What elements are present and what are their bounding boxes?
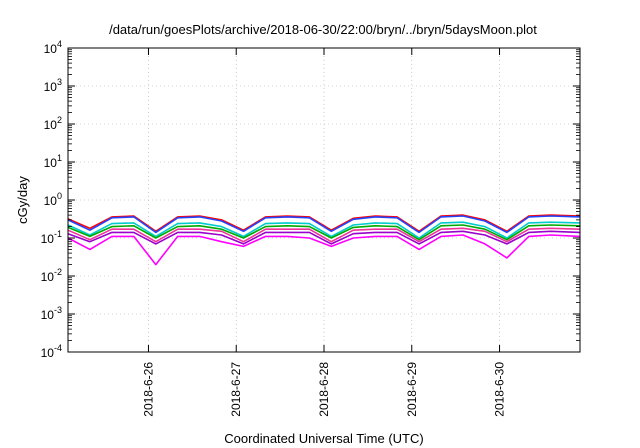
x-axis: 2018-6-26 2018-6-27 2018-6-28 2018-6-29 2018… [141,48,507,417]
series-line [67,230,581,245]
series-line [67,227,581,243]
y-tick-label: 102 [44,115,62,132]
y-tick-label: 103 [44,77,62,94]
x-tick-label: 2018-6-28 [317,362,331,417]
x-tick-label: 2018-6-29 [405,362,419,417]
x-tick-label: 2018-6-27 [229,362,243,417]
x-tick-label: 2018-6-30 [493,362,507,417]
y-tick-label: 10-3 [41,305,62,322]
y-tick-label: 104 [44,39,62,56]
series-line [67,214,581,233]
y-tick-label: 10-2 [41,267,62,284]
y-tick-label: 10-4 [41,343,62,360]
x-axis-label: Coordinated Universal Time (UTC) [224,431,423,446]
series-line [67,215,581,234]
y-axis: 10-4 10-3 10-2 10-1 100 101 102 103 104 [41,39,580,360]
series-line [67,234,581,266]
y-axis-label: cGy/day [15,176,30,224]
y-tick-label: 101 [44,153,62,170]
x-tick-label: 2018-6-26 [141,362,155,417]
series-line [67,224,581,241]
y-tick-label: 100 [44,191,62,208]
y-tick-label: 10-1 [41,229,62,246]
series-line [67,221,581,239]
chart-title: /data/run/goesPlots/archive/2018-06-30/2… [109,22,537,37]
series-group [67,214,581,266]
